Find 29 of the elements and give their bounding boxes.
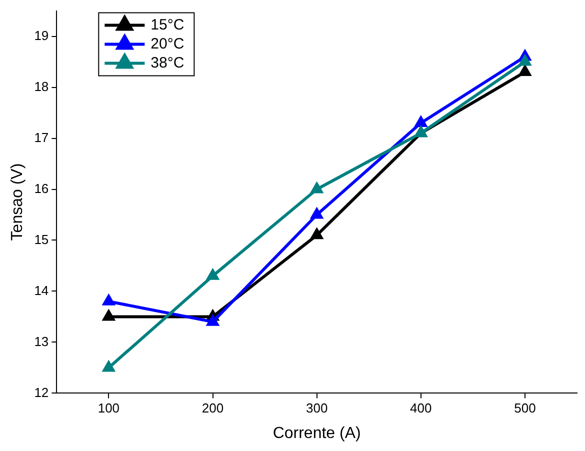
x-axis-title: Corrente (A) <box>272 424 361 442</box>
point <box>102 360 116 372</box>
point <box>102 294 116 306</box>
y-tick-label: 15 <box>34 232 49 247</box>
y-tick-label: 17 <box>34 130 49 145</box>
x-tick-label: 400 <box>410 400 432 416</box>
point <box>310 182 324 194</box>
y-tick-label: 18 <box>34 78 49 94</box>
point <box>206 268 220 280</box>
legend-label: 15°C <box>150 16 184 34</box>
y-tick-label: 14 <box>34 282 49 298</box>
point <box>310 228 324 240</box>
x-tick-label: 500 <box>514 400 536 416</box>
y-tick-label: 13 <box>34 334 49 349</box>
point <box>518 64 532 76</box>
point <box>310 207 324 219</box>
legend-label: 38°C <box>150 54 184 72</box>
x-tick-label: 100 <box>98 400 120 416</box>
legend-label: 20°C <box>150 35 184 52</box>
point <box>414 115 428 127</box>
x-tick-label: 200 <box>202 400 224 416</box>
point <box>102 309 116 321</box>
y-axis-title: Tensao (V) <box>9 163 26 241</box>
y-tick-label: 16 <box>34 180 49 196</box>
point <box>206 314 220 326</box>
x-tick-label: 300 <box>306 400 328 416</box>
y-tick-label: 19 <box>34 28 49 43</box>
y-tick-label: 12 <box>34 384 49 400</box>
point <box>518 54 532 66</box>
